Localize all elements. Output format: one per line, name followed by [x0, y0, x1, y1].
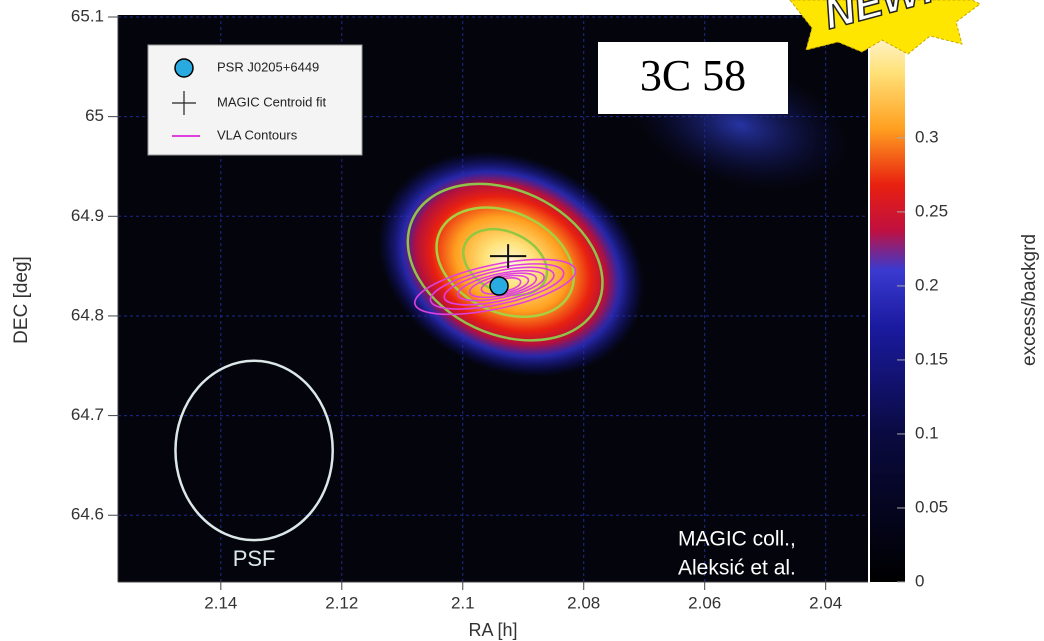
colorbar-tick-label: 0.15 [915, 349, 948, 368]
legend-label: PSR J0205+6449 [217, 59, 319, 74]
y-tick-label: 64.9 [71, 206, 104, 225]
source-label: 3C 58 [640, 51, 746, 100]
legend: PSR J0205+6449 MAGIC Centroid fit VLA Co… [148, 45, 362, 155]
psf-label: PSF [233, 546, 276, 571]
chart: PSF(2014) MAGIC coll.,Aleksić et al. PSR… [0, 0, 1044, 641]
colorbar-tick-label: 0.25 [915, 201, 948, 220]
colorbar-tick-label: 0.2 [915, 275, 939, 294]
colorbar-label: excess/backgrd [1019, 234, 1040, 366]
colorbar-tick-label: 0.3 [915, 127, 939, 146]
x-tick-label: 2.04 [809, 593, 842, 612]
colorbar-tick-label: 0 [915, 571, 924, 590]
legend-pulsar-symbol [175, 59, 193, 77]
colorbar-border [868, 15, 870, 582]
colorbar-tick-label: 0.1 [915, 423, 939, 442]
y-tick-label: 65.1 [71, 6, 104, 25]
colorbar [870, 15, 905, 582]
y-tick-label: 64.8 [71, 305, 104, 324]
legend-label: VLA Contours [217, 127, 298, 142]
credit-text: MAGIC coll., [678, 528, 796, 551]
x-tick-label: 2.1 [451, 593, 475, 612]
credit-text: Aleksić et al. [678, 557, 796, 580]
x-axis-label: RA [h] [468, 620, 517, 640]
y-tick-label: 64.6 [71, 505, 104, 524]
x-tick-label: 2.14 [204, 593, 237, 612]
y-tick-label: 64.7 [71, 405, 104, 424]
x-tick-label: 2.12 [325, 593, 358, 612]
x-tick-label: 2.08 [567, 593, 600, 612]
y-tick-label: 65 [85, 106, 104, 125]
x-tick-label: 2.06 [688, 593, 721, 612]
y-axis-label: DEC [deg] [11, 256, 32, 344]
colorbar-tick-label: 0.05 [915, 497, 948, 516]
pulsar-marker [490, 277, 508, 295]
legend-label: MAGIC Centroid fit [217, 94, 326, 109]
